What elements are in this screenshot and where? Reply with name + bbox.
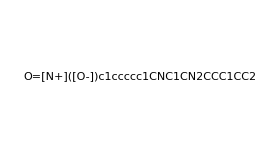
Text: O=[N+]([O-])c1ccccc1CNC1CN2CCC1CC2: O=[N+]([O-])c1ccccc1CNC1CN2CCC1CC2 — [23, 71, 256, 81]
